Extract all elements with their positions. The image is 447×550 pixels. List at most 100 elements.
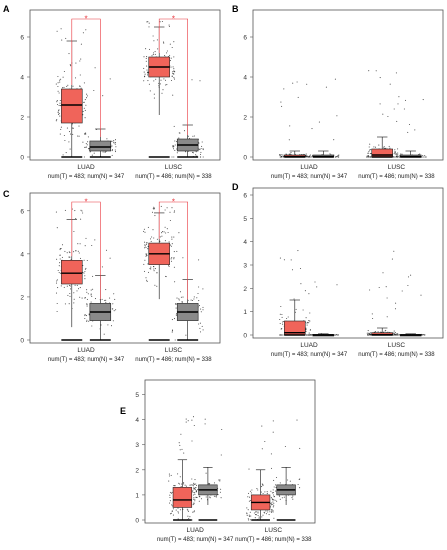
data-point — [171, 257, 173, 259]
data-point — [198, 142, 200, 144]
category-label: LUSC — [265, 527, 283, 534]
data-point — [265, 513, 267, 515]
data-point — [107, 324, 109, 326]
data-point — [174, 140, 176, 142]
data-point — [165, 275, 167, 277]
data-point — [173, 485, 175, 487]
data-point — [272, 420, 274, 422]
data-point — [173, 266, 175, 268]
data-point — [68, 256, 70, 258]
data-point — [175, 509, 177, 511]
data-point — [202, 156, 204, 158]
data-point — [196, 297, 198, 299]
data-point — [272, 510, 274, 512]
data-point — [394, 149, 396, 151]
data-point — [147, 21, 149, 23]
data-point — [171, 207, 173, 209]
data-point — [272, 503, 274, 506]
data-point — [147, 248, 149, 250]
data-point — [272, 506, 274, 508]
data-point — [192, 485, 194, 487]
data-point — [196, 490, 198, 492]
data-point — [393, 153, 395, 155]
data-point — [82, 212, 84, 214]
data-point — [422, 334, 425, 336]
data-point — [86, 144, 88, 146]
data-point — [397, 152, 399, 154]
data-point — [173, 68, 175, 70]
data-point — [183, 452, 185, 454]
data-point — [279, 334, 281, 336]
data-point — [55, 282, 58, 284]
data-point — [174, 71, 176, 73]
data-point — [150, 268, 152, 270]
data-point — [103, 333, 105, 335]
bracket-line — [158, 18, 188, 135]
category-label: LUAD — [300, 164, 318, 171]
data-point — [84, 317, 86, 320]
box-luad-tumor — [279, 250, 312, 336]
data-point — [84, 314, 86, 316]
sample-count-label: num(T) = 483; num(N) = 347 — [271, 352, 348, 358]
data-point — [170, 492, 172, 494]
data-point — [169, 43, 171, 45]
data-point — [144, 241, 146, 243]
data-point — [172, 508, 174, 510]
data-point — [66, 85, 68, 87]
data-point — [178, 298, 180, 300]
data-point — [255, 514, 257, 516]
data-point — [202, 149, 204, 151]
data-point — [181, 448, 183, 450]
significance-bracket: * — [158, 198, 188, 300]
data-point — [279, 156, 281, 158]
data-point — [338, 156, 340, 158]
data-point — [166, 50, 168, 52]
data-point — [87, 141, 89, 143]
data-point — [178, 299, 180, 301]
data-point — [273, 479, 275, 481]
data-point — [262, 492, 264, 495]
data-point — [181, 301, 183, 303]
data-point — [76, 290, 78, 292]
data-point — [109, 297, 111, 299]
data-point — [375, 331, 377, 333]
data-point — [65, 37, 67, 39]
data-point — [174, 281, 176, 283]
data-point — [282, 154, 284, 156]
data-point — [219, 480, 221, 482]
data-point — [57, 111, 59, 113]
panel-label: E — [120, 406, 126, 416]
data-point — [394, 151, 396, 153]
data-point — [194, 489, 197, 491]
data-point — [147, 72, 149, 74]
data-point — [174, 339, 176, 341]
data-point — [169, 496, 171, 499]
data-point — [170, 66, 172, 68]
data-point — [59, 102, 61, 104]
data-point — [193, 488, 195, 490]
data-point — [177, 512, 180, 514]
data-point — [272, 489, 274, 491]
data-point — [67, 84, 69, 86]
data-point — [77, 135, 79, 137]
data-point — [169, 500, 171, 502]
data-point — [94, 239, 96, 241]
data-point — [191, 299, 194, 302]
data-point — [178, 232, 180, 234]
data-point — [61, 244, 64, 246]
data-point — [179, 291, 182, 293]
data-point — [59, 133, 61, 135]
data-point — [393, 108, 395, 110]
data-point — [75, 250, 77, 252]
data-point — [185, 485, 187, 487]
data-point — [388, 145, 390, 147]
data-point — [104, 151, 106, 154]
data-point — [193, 496, 195, 499]
data-point — [393, 334, 395, 336]
data-point — [289, 125, 291, 127]
data-point — [57, 113, 60, 115]
data-point — [370, 332, 372, 334]
data-point — [181, 302, 183, 304]
data-point — [199, 80, 201, 82]
data-point — [60, 247, 62, 250]
